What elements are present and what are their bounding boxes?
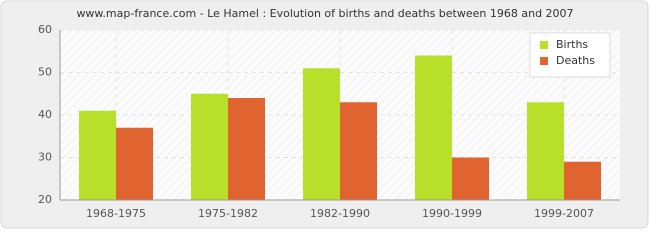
y-tick-label: 30 xyxy=(38,151,52,164)
y-tick-label: 40 xyxy=(38,108,52,121)
bar xyxy=(228,98,265,200)
legend-label: Deaths xyxy=(556,54,595,67)
chart-title: www.map-france.com - Le Hamel : Evolutio… xyxy=(76,7,573,20)
x-tick-label: 1999-2007 xyxy=(534,207,594,220)
bar xyxy=(79,110,116,200)
legend-swatch xyxy=(540,57,548,65)
x-tick-label: 1975-1982 xyxy=(198,207,258,220)
y-tick-label: 60 xyxy=(38,23,52,36)
bar xyxy=(340,102,377,200)
bar xyxy=(116,127,153,200)
bar xyxy=(303,68,340,200)
x-tick-label: 1982-1990 xyxy=(310,207,370,220)
x-tick-label: 1968-1975 xyxy=(86,207,146,220)
chart: www.map-france.com - Le Hamel : Evolutio… xyxy=(0,0,649,229)
bar xyxy=(452,157,489,200)
bar xyxy=(191,93,228,200)
legend-label: Births xyxy=(556,38,588,51)
bar xyxy=(527,102,564,200)
y-tick-label: 20 xyxy=(38,193,52,206)
bar xyxy=(564,161,601,200)
legend-swatch xyxy=(540,41,548,49)
bar xyxy=(415,55,452,200)
y-tick-label: 50 xyxy=(38,66,52,79)
legend-box xyxy=(529,32,611,78)
x-tick-label: 1990-1999 xyxy=(422,207,482,220)
